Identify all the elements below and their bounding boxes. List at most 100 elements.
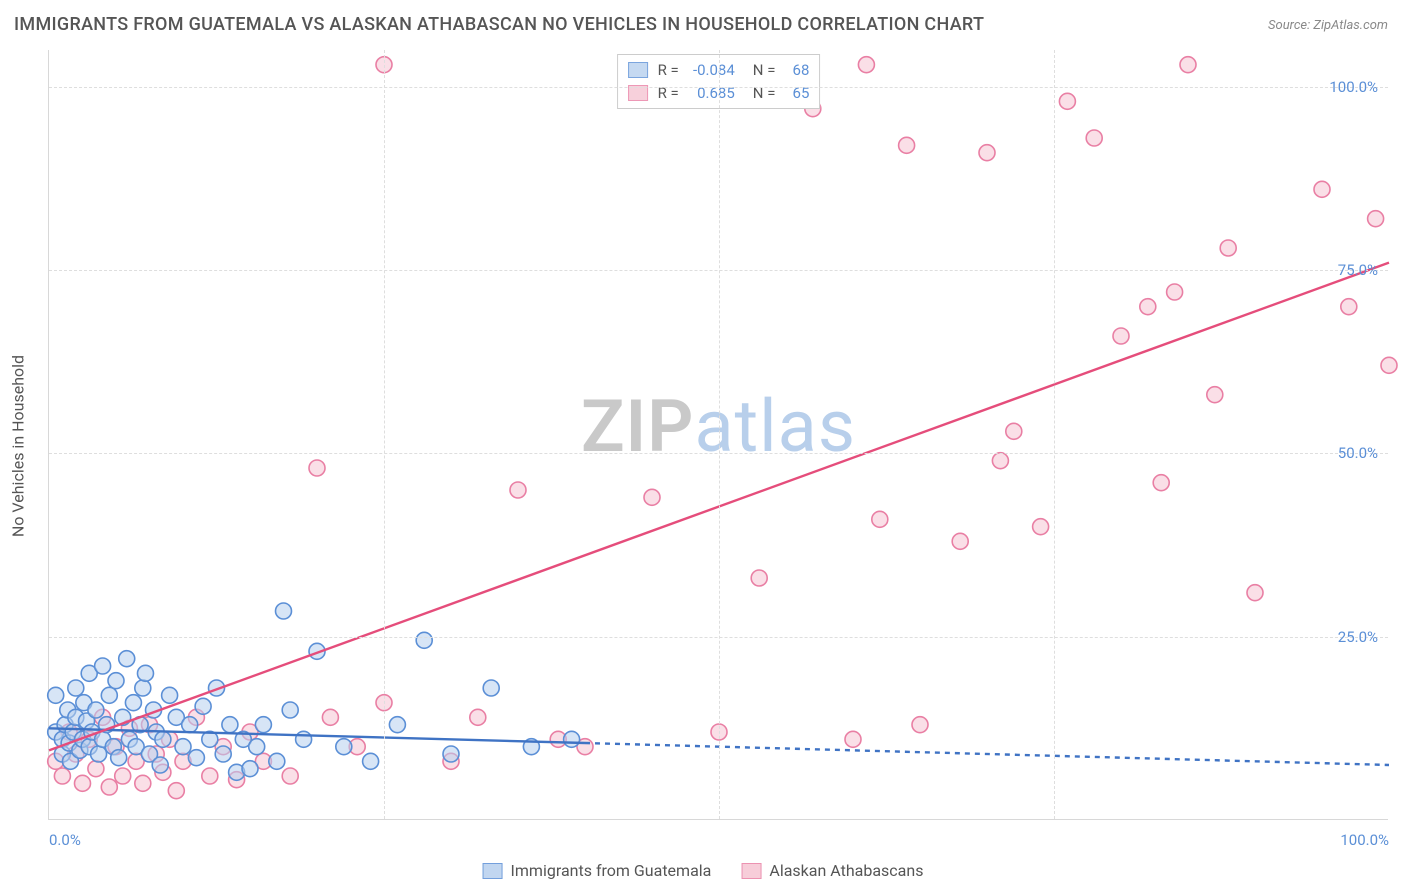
scatter-point <box>483 680 499 696</box>
scatter-point <box>137 665 153 681</box>
scatter-point <box>276 603 292 619</box>
y-tick-label: 100.0% <box>1329 78 1378 96</box>
scatter-point <box>751 570 767 586</box>
y-axis-label: No Vehicles in Household <box>9 355 28 537</box>
scatter-point <box>309 460 325 476</box>
legend-swatch <box>628 62 648 78</box>
scatter-point <box>644 489 660 505</box>
scatter-point <box>1167 284 1183 300</box>
scatter-point <box>845 731 861 747</box>
series-legend: Immigrants from Guatemala Alaskan Athabas… <box>483 861 924 880</box>
scatter-point <box>1207 387 1223 403</box>
source-attribution: Source: ZipAtlas.com <box>1268 18 1388 33</box>
chart-title: IMMIGRANTS FROM GUATEMALA VS ALASKAN ATH… <box>14 14 984 35</box>
n-value: 68 <box>783 59 809 82</box>
scatter-point <box>168 783 184 799</box>
legend-label: Alaskan Athabascans <box>769 861 923 880</box>
scatter-point <box>242 761 258 777</box>
scatter-point <box>1180 57 1196 73</box>
scatter-point <box>249 739 265 755</box>
scatter-point <box>152 757 168 773</box>
legend-item: Immigrants from Guatemala <box>483 861 712 880</box>
scatter-point <box>1220 240 1236 256</box>
scatter-point <box>88 702 104 718</box>
scatter-point <box>188 750 204 766</box>
scatter-point <box>322 709 338 725</box>
n-value: 65 <box>783 82 809 105</box>
scatter-point <box>91 746 107 762</box>
scatter-point <box>1247 585 1263 601</box>
scatter-point <box>992 453 1008 469</box>
scatter-point <box>88 761 104 777</box>
scatter-point <box>1033 519 1049 535</box>
scatter-point <box>282 768 298 784</box>
scatter-point <box>296 731 312 747</box>
scatter-point <box>510 482 526 498</box>
scatter-point <box>899 137 915 153</box>
scatter-point <box>269 753 285 769</box>
scatter-point <box>282 702 298 718</box>
x-tick-label: 0.0% <box>49 831 81 849</box>
scatter-point <box>119 651 135 667</box>
scatter-point <box>101 779 117 795</box>
chart-plot-area: ZIPatlas R =-0.084N =68R =0.685N =65 25.… <box>48 50 1388 820</box>
r-label: R = <box>658 59 679 82</box>
scatter-point <box>195 698 211 714</box>
scatter-point <box>155 731 171 747</box>
scatter-point <box>101 687 117 703</box>
legend-swatch <box>741 863 761 879</box>
scatter-point <box>202 768 218 784</box>
scatter-point <box>872 511 888 527</box>
scatter-point <box>95 658 111 674</box>
legend-swatch <box>483 863 503 879</box>
scatter-point <box>564 731 580 747</box>
scatter-point <box>1113 328 1129 344</box>
scatter-point <box>1153 475 1169 491</box>
scatter-point <box>125 695 141 711</box>
scatter-point <box>162 687 178 703</box>
trend-line-extrapolated <box>585 743 1389 765</box>
scatter-point <box>255 717 271 733</box>
y-tick-label: 25.0% <box>1338 628 1378 646</box>
scatter-point <box>416 632 432 648</box>
r-value: -0.084 <box>687 59 735 82</box>
legend-item: Alaskan Athabascans <box>741 861 923 880</box>
scatter-point <box>1006 423 1022 439</box>
scatter-point <box>111 750 127 766</box>
scatter-point <box>75 775 91 791</box>
scatter-point <box>1059 93 1075 109</box>
scatter-point <box>912 717 928 733</box>
scatter-point <box>470 709 486 725</box>
gridline-vertical <box>1054 50 1055 819</box>
scatter-point <box>68 680 84 696</box>
r-value: 0.685 <box>687 82 735 105</box>
gridline-vertical <box>719 50 720 819</box>
scatter-point <box>1314 181 1330 197</box>
scatter-point <box>54 768 70 784</box>
scatter-point <box>48 687 64 703</box>
scatter-point <box>389 717 405 733</box>
scatter-point <box>135 775 151 791</box>
scatter-point <box>336 739 352 755</box>
scatter-point <box>858 57 874 73</box>
scatter-point <box>1140 299 1156 315</box>
scatter-point <box>1086 130 1102 146</box>
legend-label: Immigrants from Guatemala <box>511 861 712 880</box>
scatter-point <box>135 680 151 696</box>
scatter-point <box>979 145 995 161</box>
scatter-point <box>952 533 968 549</box>
scatter-point <box>215 746 231 762</box>
n-label: N = <box>753 59 776 82</box>
scatter-point <box>1381 357 1397 373</box>
x-tick-label: 100.0% <box>1340 831 1389 849</box>
scatter-point <box>115 768 131 784</box>
y-tick-label: 75.0% <box>1338 261 1378 279</box>
y-tick-label: 50.0% <box>1338 444 1378 462</box>
scatter-point <box>175 739 191 755</box>
scatter-point <box>443 746 459 762</box>
n-label: N = <box>753 82 776 105</box>
scatter-point <box>1341 299 1357 315</box>
scatter-point <box>222 717 238 733</box>
scatter-point <box>363 753 379 769</box>
gridline-vertical <box>384 50 385 819</box>
